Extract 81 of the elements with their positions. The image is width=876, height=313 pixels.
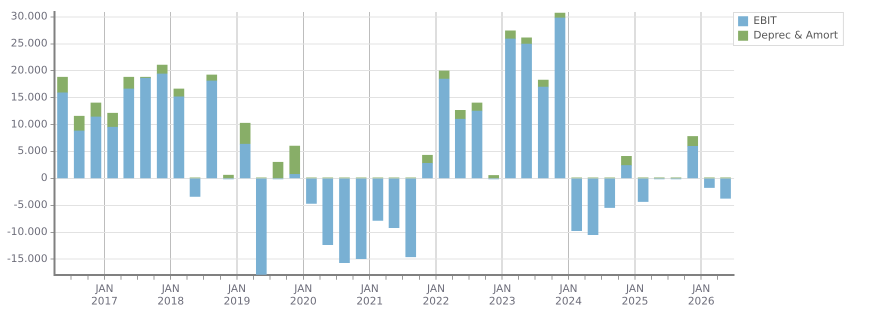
bar — [472, 110, 482, 178]
y-tick-label: 20.000 — [10, 64, 48, 76]
bar — [687, 146, 698, 178]
x-tick-label: JAN 2022 — [422, 282, 450, 308]
bar — [687, 136, 698, 147]
bar — [240, 122, 250, 145]
bar — [339, 178, 350, 264]
x-tick-label: JAN 2021 — [356, 282, 384, 308]
y-tick-label: 15.000 — [10, 91, 48, 104]
bar — [256, 178, 267, 275]
bar — [704, 178, 715, 188]
x-tick-label: JAN 2025 — [622, 282, 648, 308]
x-tick-label: JAN 2018 — [157, 282, 184, 308]
bar — [57, 76, 68, 94]
bar — [372, 178, 384, 221]
bar — [438, 78, 450, 178]
y-tick-label: 30.000 — [10, 10, 48, 23]
y-tick-label: 0 — [40, 172, 48, 184]
bar — [289, 174, 300, 178]
bar — [90, 116, 102, 178]
bar — [388, 178, 400, 228]
y-tick-label: 10.000 — [10, 118, 48, 130]
bar — [554, 12, 566, 18]
bar — [505, 30, 516, 40]
bar — [123, 76, 134, 90]
bar — [488, 175, 500, 178]
bar — [472, 102, 482, 112]
bar — [57, 92, 68, 178]
x-tick-label: JAN 2017 — [91, 282, 118, 308]
y-tick-label: -15.000 — [6, 252, 48, 265]
x-tick-label: JAN 2020 — [290, 282, 317, 308]
y-tick-label: 5.000 — [17, 145, 48, 158]
x-tick-label: JAN 2026 — [688, 282, 715, 308]
bar — [720, 178, 731, 199]
x-tick-label: JAN 2019 — [224, 282, 250, 308]
bar — [322, 178, 334, 245]
bar — [156, 64, 168, 74]
bar — [554, 18, 566, 178]
y-tick-label: -5.000 — [14, 199, 48, 212]
y-tick-label: 25.000 — [10, 38, 48, 50]
bar — [107, 112, 118, 128]
legend-label: Deprec & Amort — [753, 29, 838, 42]
x-tick-label: JAN 2023 — [488, 282, 516, 308]
bar — [356, 178, 367, 259]
bar — [571, 178, 582, 231]
bar — [538, 80, 549, 88]
bar — [454, 118, 466, 178]
bar — [521, 38, 532, 44]
bar — [206, 80, 218, 178]
bar — [123, 88, 134, 178]
bar — [621, 165, 632, 178]
bar — [638, 178, 648, 202]
bar — [405, 178, 416, 258]
bar — [621, 156, 632, 166]
bar — [107, 126, 118, 178]
bar — [521, 44, 532, 178]
bar — [272, 162, 284, 178]
bar — [206, 74, 218, 82]
bar — [190, 178, 200, 197]
bar — [156, 74, 168, 178]
bar — [140, 78, 151, 178]
bar — [174, 96, 184, 178]
bar — [90, 102, 102, 118]
legend-label: EBIT — [753, 14, 778, 27]
bar — [74, 116, 85, 132]
bar — [588, 178, 598, 236]
bar — [454, 110, 466, 120]
x-tick-label: JAN 2024 — [555, 282, 582, 308]
bar — [505, 38, 516, 178]
bar — [422, 154, 433, 164]
y-tick-label: -10.000 — [6, 226, 48, 238]
bar — [604, 178, 616, 208]
bar — [289, 146, 300, 175]
bar — [438, 70, 450, 80]
bar — [306, 178, 317, 204]
bar — [538, 86, 549, 178]
bar — [240, 144, 250, 178]
bar — [174, 88, 184, 98]
bar — [74, 130, 85, 178]
bar — [223, 174, 234, 178]
bar — [422, 162, 433, 178]
